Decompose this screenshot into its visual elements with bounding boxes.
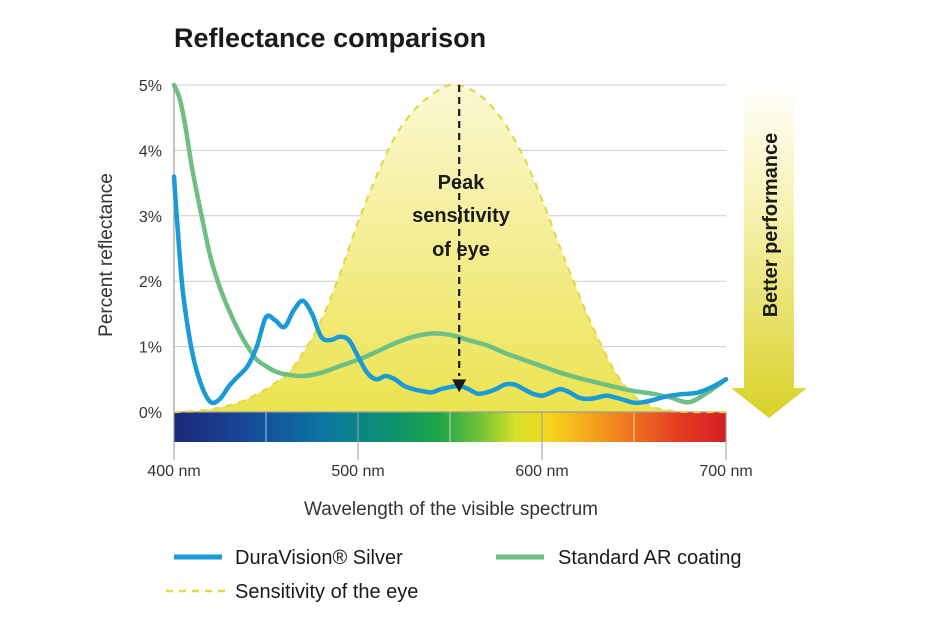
x-axis-label: Wavelength of the visible spectrum [304, 499, 598, 520]
x-tick-label: 700 nm [699, 463, 752, 480]
chart-title: Reflectance comparison [174, 23, 486, 53]
peak-arrow-head [452, 379, 467, 393]
legend-silver-label: DuraVision® Silver [235, 547, 403, 569]
eye-sensitivity-area [174, 84, 726, 413]
y-tick-label: 2% [139, 274, 162, 291]
better-performance-arrow [731, 82, 807, 418]
y-tick-label: 4% [139, 143, 162, 160]
x-tick-label: 600 nm [515, 463, 568, 480]
series-duravision-silver-line [171, 174, 729, 406]
x-tick-label: 400 nm [147, 463, 200, 480]
y-tick-label: 1% [139, 340, 162, 357]
better-performance-label: Better performance [760, 133, 782, 318]
y-tick-label: 0% [139, 405, 162, 422]
y-tick-labels: 0% 1% 2% 3% 4% 5% [139, 78, 162, 422]
peak-label-line-2: sensitivity [412, 205, 511, 227]
x-tick-labels: 400 nm 500 nm 600 nm 700 nm [147, 412, 753, 480]
legend-ar-label: Standard AR coating [558, 547, 741, 569]
legend-eye-label: Sensitivity of the eye [235, 581, 418, 603]
series-standard-ar-line [171, 82, 729, 405]
x-tick-label: 500 nm [331, 463, 384, 480]
y-axis-label: Percent reflectance [96, 173, 117, 337]
y-tick-label: 5% [139, 78, 162, 95]
y-tick-label: 3% [139, 209, 162, 226]
peak-label-line-1: Peak [438, 172, 486, 194]
peak-label-line-3: of eye [432, 239, 490, 261]
